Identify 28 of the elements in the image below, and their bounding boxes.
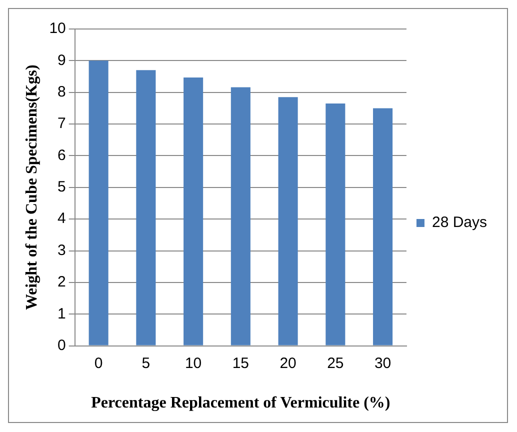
bar — [373, 108, 393, 346]
bar — [88, 60, 108, 346]
y-tick-label: 7 — [58, 115, 66, 132]
x-tick-label: 25 — [327, 354, 344, 372]
x-axis-title: Percentage Replacement of Vermiculite (%) — [91, 394, 390, 412]
y-tick-label: 1 — [58, 305, 66, 322]
x-tick-label: 15 — [232, 354, 250, 372]
y-tick-label: 10 — [49, 20, 66, 38]
y-tick-label: 3 — [58, 242, 66, 259]
bar — [278, 97, 298, 346]
y-tick-label: 0 — [58, 336, 66, 354]
y-tick-label: 9 — [58, 52, 66, 69]
bar — [230, 87, 250, 346]
y-tick-label: 2 — [58, 274, 66, 291]
y-tick-label: 5 — [58, 178, 66, 196]
bar — [326, 103, 346, 346]
y-tick-label: 4 — [58, 210, 66, 228]
bar — [184, 77, 204, 346]
y-axis-title: Weight of the Cube Specimens(Kgs) — [24, 64, 41, 310]
x-tick-label: 0 — [94, 354, 103, 372]
x-tick-label: 10 — [184, 354, 202, 372]
x-tick-label: 30 — [374, 354, 392, 372]
x-tick-label: 5 — [142, 354, 150, 372]
legend-label: 28 Days — [432, 214, 488, 232]
y-tick-label: 6 — [58, 146, 66, 164]
y-tick-label: 8 — [58, 84, 66, 100]
x-tick-label: 20 — [280, 354, 296, 372]
bar — [136, 70, 156, 346]
